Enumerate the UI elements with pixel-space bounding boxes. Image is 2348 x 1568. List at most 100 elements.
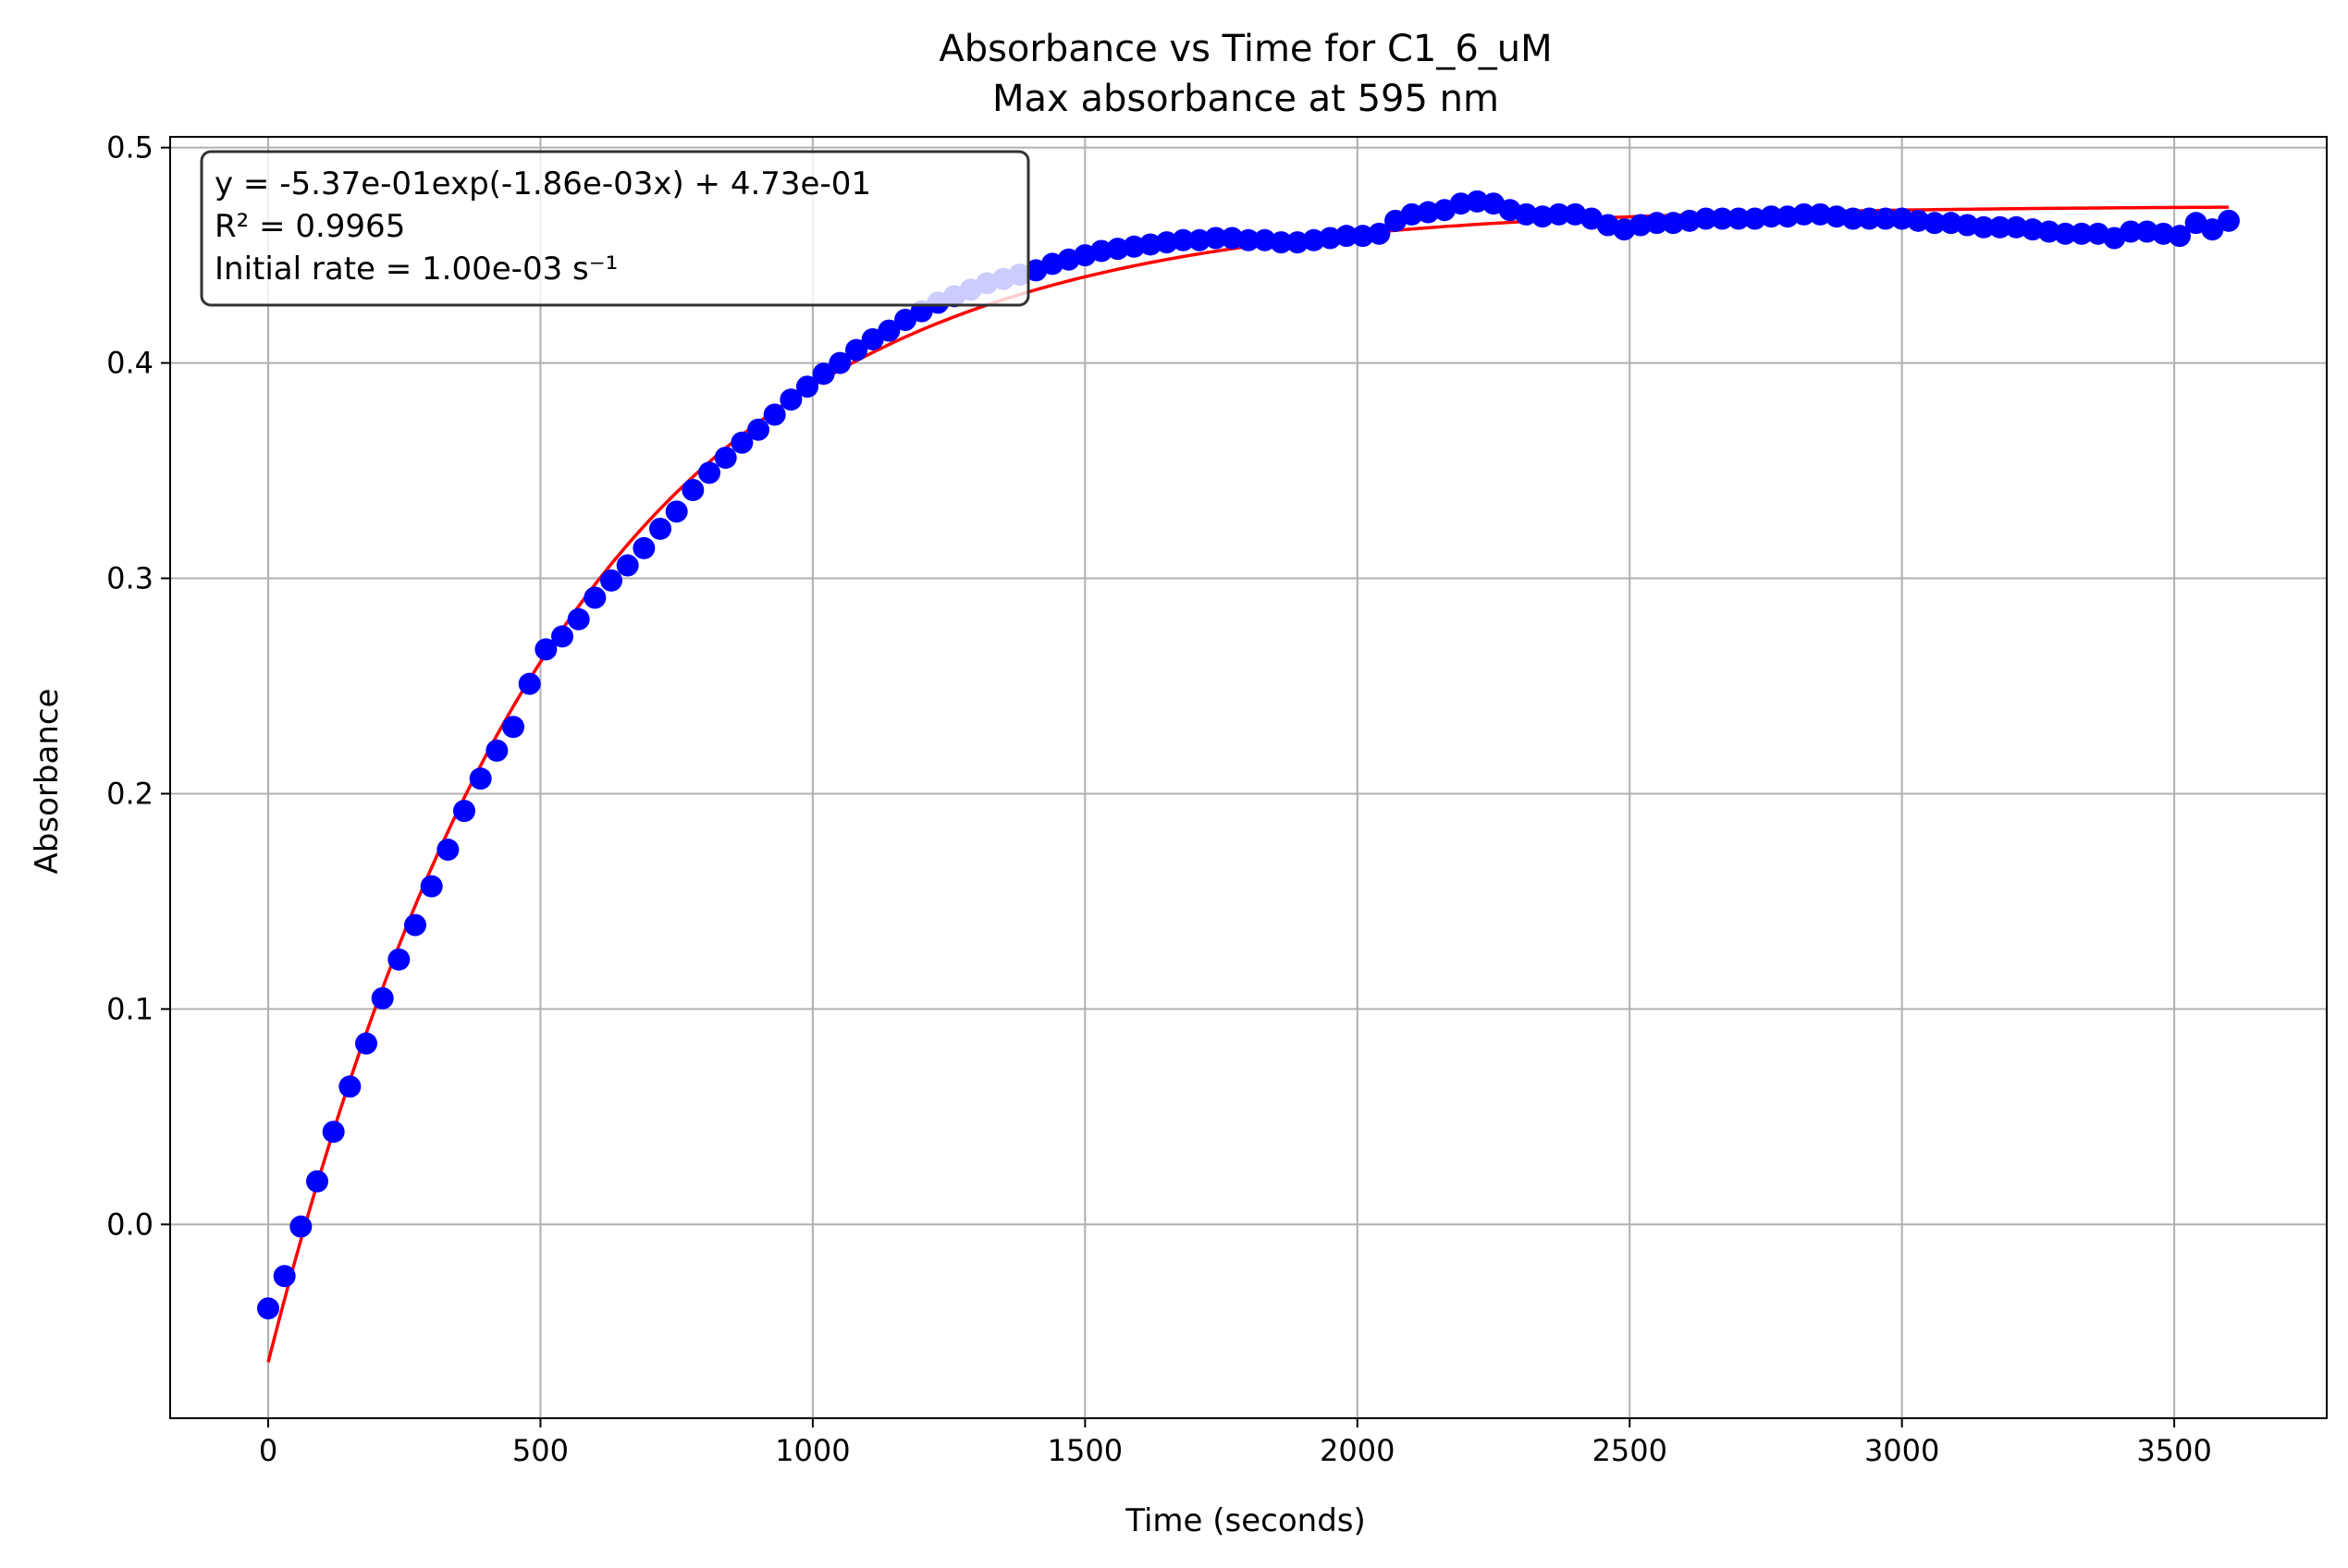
data-point [1727, 207, 1750, 230]
data-point [306, 1170, 328, 1193]
data-point [2037, 220, 2060, 243]
data-point [1858, 207, 1881, 230]
data-point [1645, 212, 1668, 235]
data-point [829, 351, 852, 374]
plot-frame [169, 136, 2328, 1419]
x-tick-label: 3500 [2136, 1433, 2211, 1468]
data-point [1466, 190, 1489, 213]
chart-subtitle: Max absorbance at 595 nm [992, 78, 1499, 120]
data-point [698, 461, 720, 484]
x-tick-label: 2500 [1592, 1433, 1667, 1468]
data-point [567, 607, 590, 631]
data-point [1515, 202, 1538, 226]
y-axis-label: Absorbance [29, 689, 66, 875]
data-point [1841, 207, 1864, 230]
data-point [1939, 212, 1962, 235]
data-point [1449, 192, 1472, 215]
data-point [1270, 231, 1293, 254]
data-point [1875, 207, 1897, 230]
data-point [1662, 212, 1685, 235]
y-tick-label: 0.2 [106, 776, 154, 811]
data-point [338, 1075, 362, 1098]
data-point [2054, 222, 2077, 245]
annotation-r-squared: R² = 0.9965 [215, 208, 405, 245]
data-point [2120, 220, 2142, 243]
data-point [1351, 225, 1374, 248]
data-point [1417, 201, 1440, 224]
data-point [1809, 202, 1832, 226]
data-point [1890, 207, 1913, 230]
x-tick-label: 2000 [1320, 1433, 1395, 1468]
data-point [633, 536, 656, 559]
data-point [551, 625, 573, 648]
data-point [322, 1121, 345, 1144]
data-point [420, 875, 443, 898]
data-point [1123, 235, 1146, 258]
x-tick-label: 500 [512, 1433, 569, 1468]
data-point [371, 986, 394, 1010]
data-point [1139, 233, 1162, 256]
fit-annotation-box: y = -5.37e-01exp(-1.86e-03x) + 4.73e-01 … [200, 150, 1030, 307]
data-point [1743, 207, 1766, 230]
data-point [486, 739, 509, 762]
data-point [1694, 207, 1717, 230]
data-point [894, 309, 916, 331]
data-point [682, 479, 705, 502]
data-point [1400, 202, 1423, 226]
data-point [469, 767, 492, 790]
x-tick-label: 1000 [775, 1433, 850, 1468]
data-point [436, 839, 460, 862]
data-point [1988, 215, 2011, 239]
data-point [780, 388, 803, 411]
data-point [535, 638, 558, 661]
data-point [1760, 205, 1783, 228]
data-point [812, 362, 835, 386]
annotation-initial-rate: Initial rate = 1.00e-03 s⁻¹ [215, 251, 618, 288]
y-tick-label: 0.4 [106, 346, 154, 381]
data-point [731, 431, 754, 454]
y-axis-ticks: 0.0 0.1 0.2 0.3 0.4 0.5 [106, 130, 170, 1242]
data-point [289, 1215, 313, 1238]
data-point [1678, 209, 1701, 232]
data-point [1253, 228, 1276, 251]
data-point [273, 1265, 296, 1288]
x-tick-label: 1500 [1048, 1433, 1123, 1468]
data-point [2135, 220, 2158, 243]
data-point [1826, 205, 1848, 228]
data-point [2022, 218, 2044, 241]
data-point [1204, 227, 1227, 250]
data-point [1956, 214, 1979, 237]
data-point [2005, 215, 2028, 239]
data-point [845, 338, 867, 361]
data-point [1547, 202, 1570, 226]
data-point [600, 569, 622, 592]
data-point [2218, 209, 2240, 232]
annotation-equation: y = -5.37e-01exp(-1.86e-03x) + 4.73e-01 [215, 165, 871, 202]
data-point [1629, 214, 1652, 237]
data-point [796, 375, 818, 398]
data-point [1237, 228, 1260, 251]
data-point [649, 517, 671, 540]
data-point [1090, 239, 1113, 263]
data-point [1188, 228, 1211, 251]
data-point [1907, 209, 1930, 232]
data-point [1319, 227, 1342, 250]
data-point [2201, 218, 2224, 241]
data-point [404, 913, 426, 937]
data-point [1776, 205, 1799, 228]
data-point [665, 500, 688, 523]
chart-title: Absorbance vs Time for C1_6_uM [939, 28, 1552, 70]
data-point [1155, 231, 1178, 254]
data-point [878, 319, 901, 342]
data-point [518, 672, 541, 695]
data-point [1711, 207, 1734, 230]
data-point [1924, 212, 1946, 235]
data-point [502, 716, 524, 739]
data-point [1792, 202, 1815, 226]
x-tick-label: 0 [259, 1433, 277, 1468]
data-point [861, 327, 884, 350]
annotation-box-frame [200, 150, 1030, 307]
data-point [1368, 222, 1391, 245]
data-point [2071, 222, 2093, 245]
